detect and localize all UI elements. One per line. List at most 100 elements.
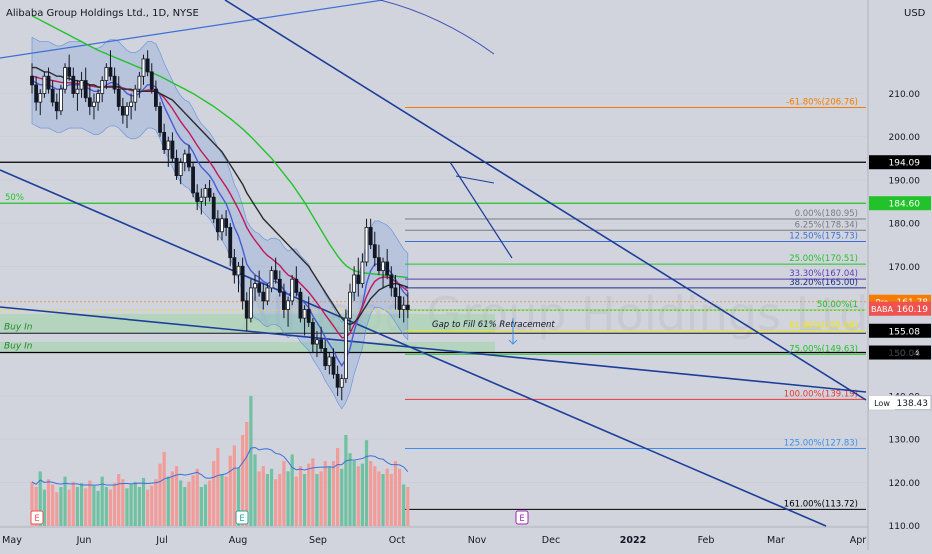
candle-body bbox=[79, 80, 84, 90]
volume-bar bbox=[104, 487, 108, 526]
volume-bar bbox=[282, 461, 286, 526]
price-badge-tag: Low bbox=[874, 399, 890, 408]
candle-body bbox=[141, 58, 146, 77]
volume-bar bbox=[96, 490, 100, 526]
volume-bar bbox=[55, 492, 59, 526]
candle-body bbox=[75, 88, 80, 94]
candle-body bbox=[100, 80, 105, 94]
volume-bar bbox=[336, 448, 340, 526]
volume-bar bbox=[298, 466, 303, 526]
candle-body bbox=[257, 283, 262, 293]
level-label: 100.00%(139.19) bbox=[784, 389, 858, 399]
volume-bar bbox=[360, 463, 364, 526]
level-label: 50% bbox=[5, 193, 24, 203]
candle-body bbox=[203, 188, 208, 198]
volume-bar bbox=[220, 474, 224, 526]
candle-body bbox=[71, 75, 76, 94]
volume-bar bbox=[257, 471, 261, 526]
volume-bar bbox=[236, 467, 241, 526]
volume-bar bbox=[315, 474, 319, 526]
candle-body bbox=[34, 84, 39, 103]
volume-bar bbox=[71, 481, 75, 526]
candle-body bbox=[50, 88, 55, 103]
volume-bar bbox=[203, 484, 208, 526]
candle-body bbox=[352, 274, 357, 293]
volume-bar bbox=[245, 422, 249, 526]
candle-body bbox=[67, 67, 72, 77]
candle-body bbox=[224, 218, 229, 228]
level-label: 25.00%(170.51) bbox=[789, 254, 858, 264]
volume-bar bbox=[179, 480, 183, 526]
volume-bar bbox=[406, 487, 410, 526]
axis-level-value: 150.04 bbox=[889, 349, 921, 359]
volume-bar bbox=[191, 475, 195, 526]
candle-body bbox=[162, 131, 167, 151]
time-axis[interactable]: May Jun Jul Aug Sep Oct Nov Dec 2022 Feb Mar Apr bbox=[2, 535, 866, 546]
earnings-marker-label: E bbox=[34, 514, 39, 524]
candle-body bbox=[207, 188, 212, 198]
time-tick-label: Nov bbox=[468, 535, 487, 546]
volume-bar bbox=[265, 474, 270, 526]
volume-bar bbox=[154, 479, 158, 526]
candle-body bbox=[273, 270, 278, 280]
volume-bar bbox=[141, 477, 146, 526]
volume-bar bbox=[311, 458, 315, 526]
volume-bar bbox=[125, 488, 129, 526]
price-badge-value: 160.19 bbox=[897, 305, 929, 315]
candle-body bbox=[166, 140, 171, 151]
candle-body bbox=[368, 227, 373, 246]
volume-bar bbox=[389, 474, 393, 526]
axis-level-badge bbox=[869, 155, 931, 170]
candle-body bbox=[348, 291, 352, 319]
candle-body bbox=[215, 218, 220, 233]
volume-bar bbox=[352, 461, 356, 526]
volume-bar bbox=[377, 471, 381, 526]
volume-bar bbox=[224, 476, 228, 526]
axis-level-value: 184.60 bbox=[889, 200, 921, 210]
volume-bar bbox=[146, 489, 150, 526]
volume-bar bbox=[216, 448, 220, 526]
candle-body bbox=[129, 101, 134, 107]
buy-zone-box bbox=[0, 341, 495, 353]
volume-bar bbox=[79, 483, 84, 526]
candle-body bbox=[42, 75, 47, 94]
candle-body bbox=[298, 291, 303, 319]
candle-body bbox=[331, 356, 336, 375]
candle-body bbox=[199, 196, 204, 202]
candle-body bbox=[108, 67, 113, 77]
candle-body bbox=[54, 101, 59, 112]
candle-body bbox=[187, 153, 191, 168]
volume-layer bbox=[30, 396, 410, 526]
candle-body bbox=[372, 244, 377, 259]
candle-body bbox=[46, 75, 51, 90]
volume-bar bbox=[307, 463, 311, 526]
candle-body bbox=[38, 93, 43, 103]
volume-bar bbox=[34, 487, 38, 526]
candle-body bbox=[149, 71, 154, 90]
volume-bar bbox=[278, 474, 282, 526]
volume-bar bbox=[327, 467, 331, 526]
candle-body bbox=[310, 322, 315, 345]
volume-bar bbox=[51, 484, 55, 526]
price-badge-value: 138.43 bbox=[897, 399, 929, 409]
volume-bar bbox=[397, 468, 402, 526]
chart-title: Alibaba Group Holdings Ltd., 1D, NYSE bbox=[6, 8, 199, 19]
volume-bar bbox=[38, 471, 42, 526]
volume-bar bbox=[174, 466, 179, 526]
candle-body bbox=[356, 274, 361, 284]
level-label: 33.30%(167.04) bbox=[789, 269, 858, 279]
volume-bar bbox=[348, 453, 352, 526]
price-tick-label: 200.00 bbox=[889, 133, 921, 143]
earnings-marker-label: E bbox=[239, 514, 244, 524]
candle-body bbox=[253, 283, 257, 289]
buy-zone-label: Buy In bbox=[4, 322, 33, 332]
candle-body bbox=[195, 192, 200, 202]
gap-annotation: Gap to Fill 61% Retracement bbox=[432, 320, 555, 330]
volume-bar bbox=[274, 479, 278, 526]
volume-bar bbox=[108, 489, 113, 526]
candle-body bbox=[381, 261, 385, 272]
trendline bbox=[0, 0, 384, 59]
time-tick-label: 2022 bbox=[620, 535, 646, 546]
